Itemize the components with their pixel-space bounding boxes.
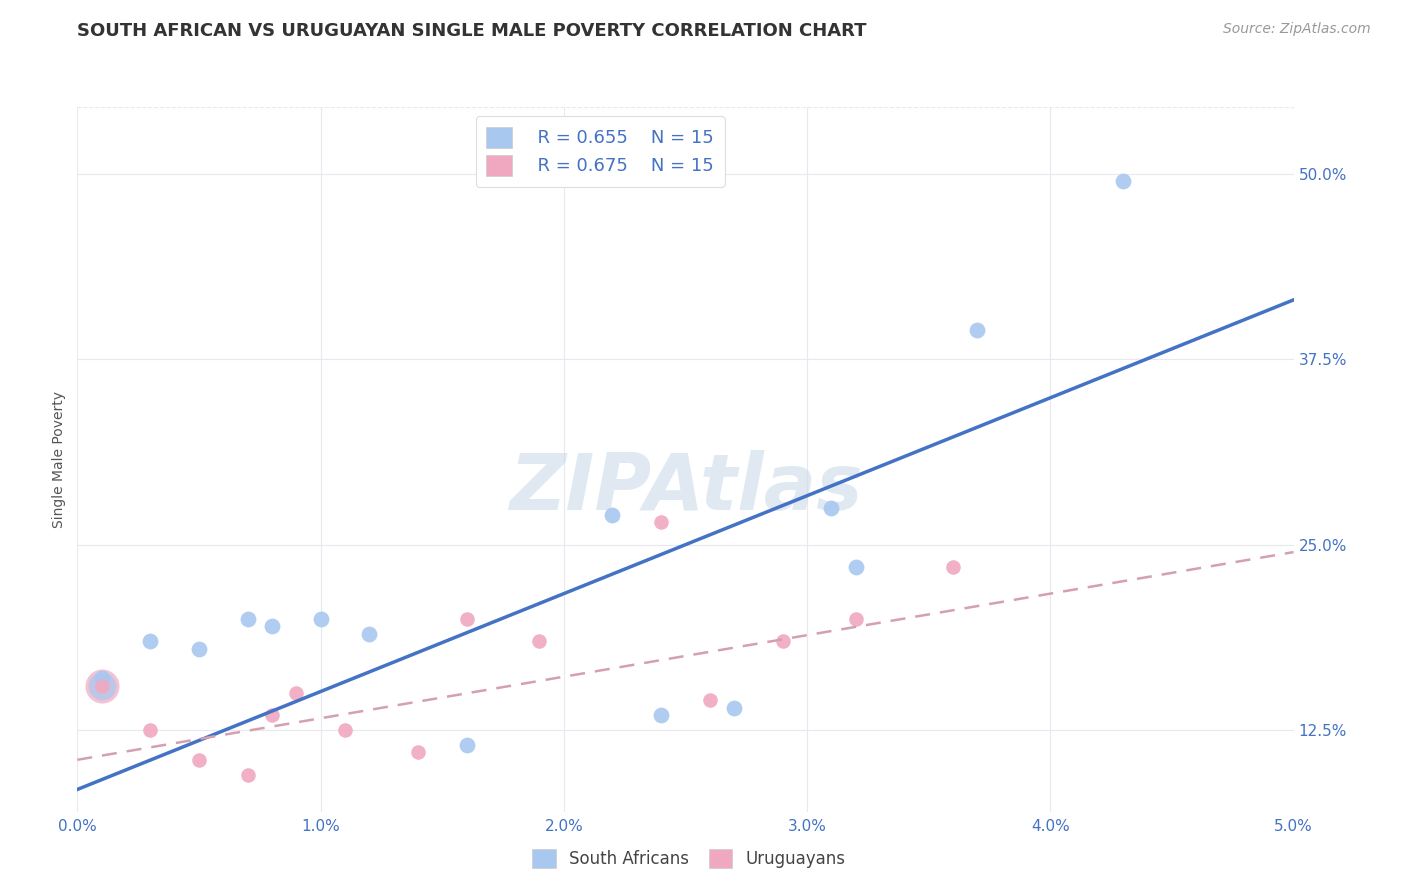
Point	[845, 560, 868, 574]
Point	[260, 708, 283, 723]
Point	[359, 626, 381, 640]
Point	[139, 723, 162, 738]
Point	[188, 641, 211, 656]
Point	[820, 500, 842, 515]
Point	[188, 753, 211, 767]
Legend: South Africans, Uruguayans: South Africans, Uruguayans	[526, 842, 852, 875]
Text: SOUTH AFRICAN VS URUGUAYAN SINGLE MALE POVERTY CORRELATION CHART: SOUTH AFRICAN VS URUGUAYAN SINGLE MALE P…	[77, 22, 868, 40]
Point	[723, 701, 745, 715]
Point	[845, 612, 868, 626]
Point	[772, 634, 794, 648]
Point	[1112, 174, 1135, 188]
Point	[90, 679, 112, 693]
Point	[456, 738, 478, 752]
Point	[90, 671, 112, 685]
Text: ZIPAtlas: ZIPAtlas	[509, 450, 862, 525]
Point	[260, 619, 283, 633]
Legend:   R = 0.655    N = 15,   R = 0.675    N = 15: R = 0.655 N = 15, R = 0.675 N = 15	[475, 116, 724, 186]
Point	[236, 767, 259, 781]
Point	[90, 679, 112, 693]
Point	[650, 516, 672, 530]
Point	[309, 612, 332, 626]
Point	[602, 508, 624, 522]
Point	[406, 745, 429, 759]
Point	[139, 634, 162, 648]
Point	[650, 708, 672, 723]
Point	[456, 612, 478, 626]
Point	[236, 612, 259, 626]
Point	[942, 560, 965, 574]
Text: Source: ZipAtlas.com: Source: ZipAtlas.com	[1223, 22, 1371, 37]
Point	[699, 693, 721, 707]
Point	[529, 634, 551, 648]
Point	[285, 686, 308, 700]
Point	[966, 322, 988, 336]
Y-axis label: Single Male Poverty: Single Male Poverty	[52, 391, 66, 528]
Point	[90, 679, 112, 693]
Point	[333, 723, 356, 738]
